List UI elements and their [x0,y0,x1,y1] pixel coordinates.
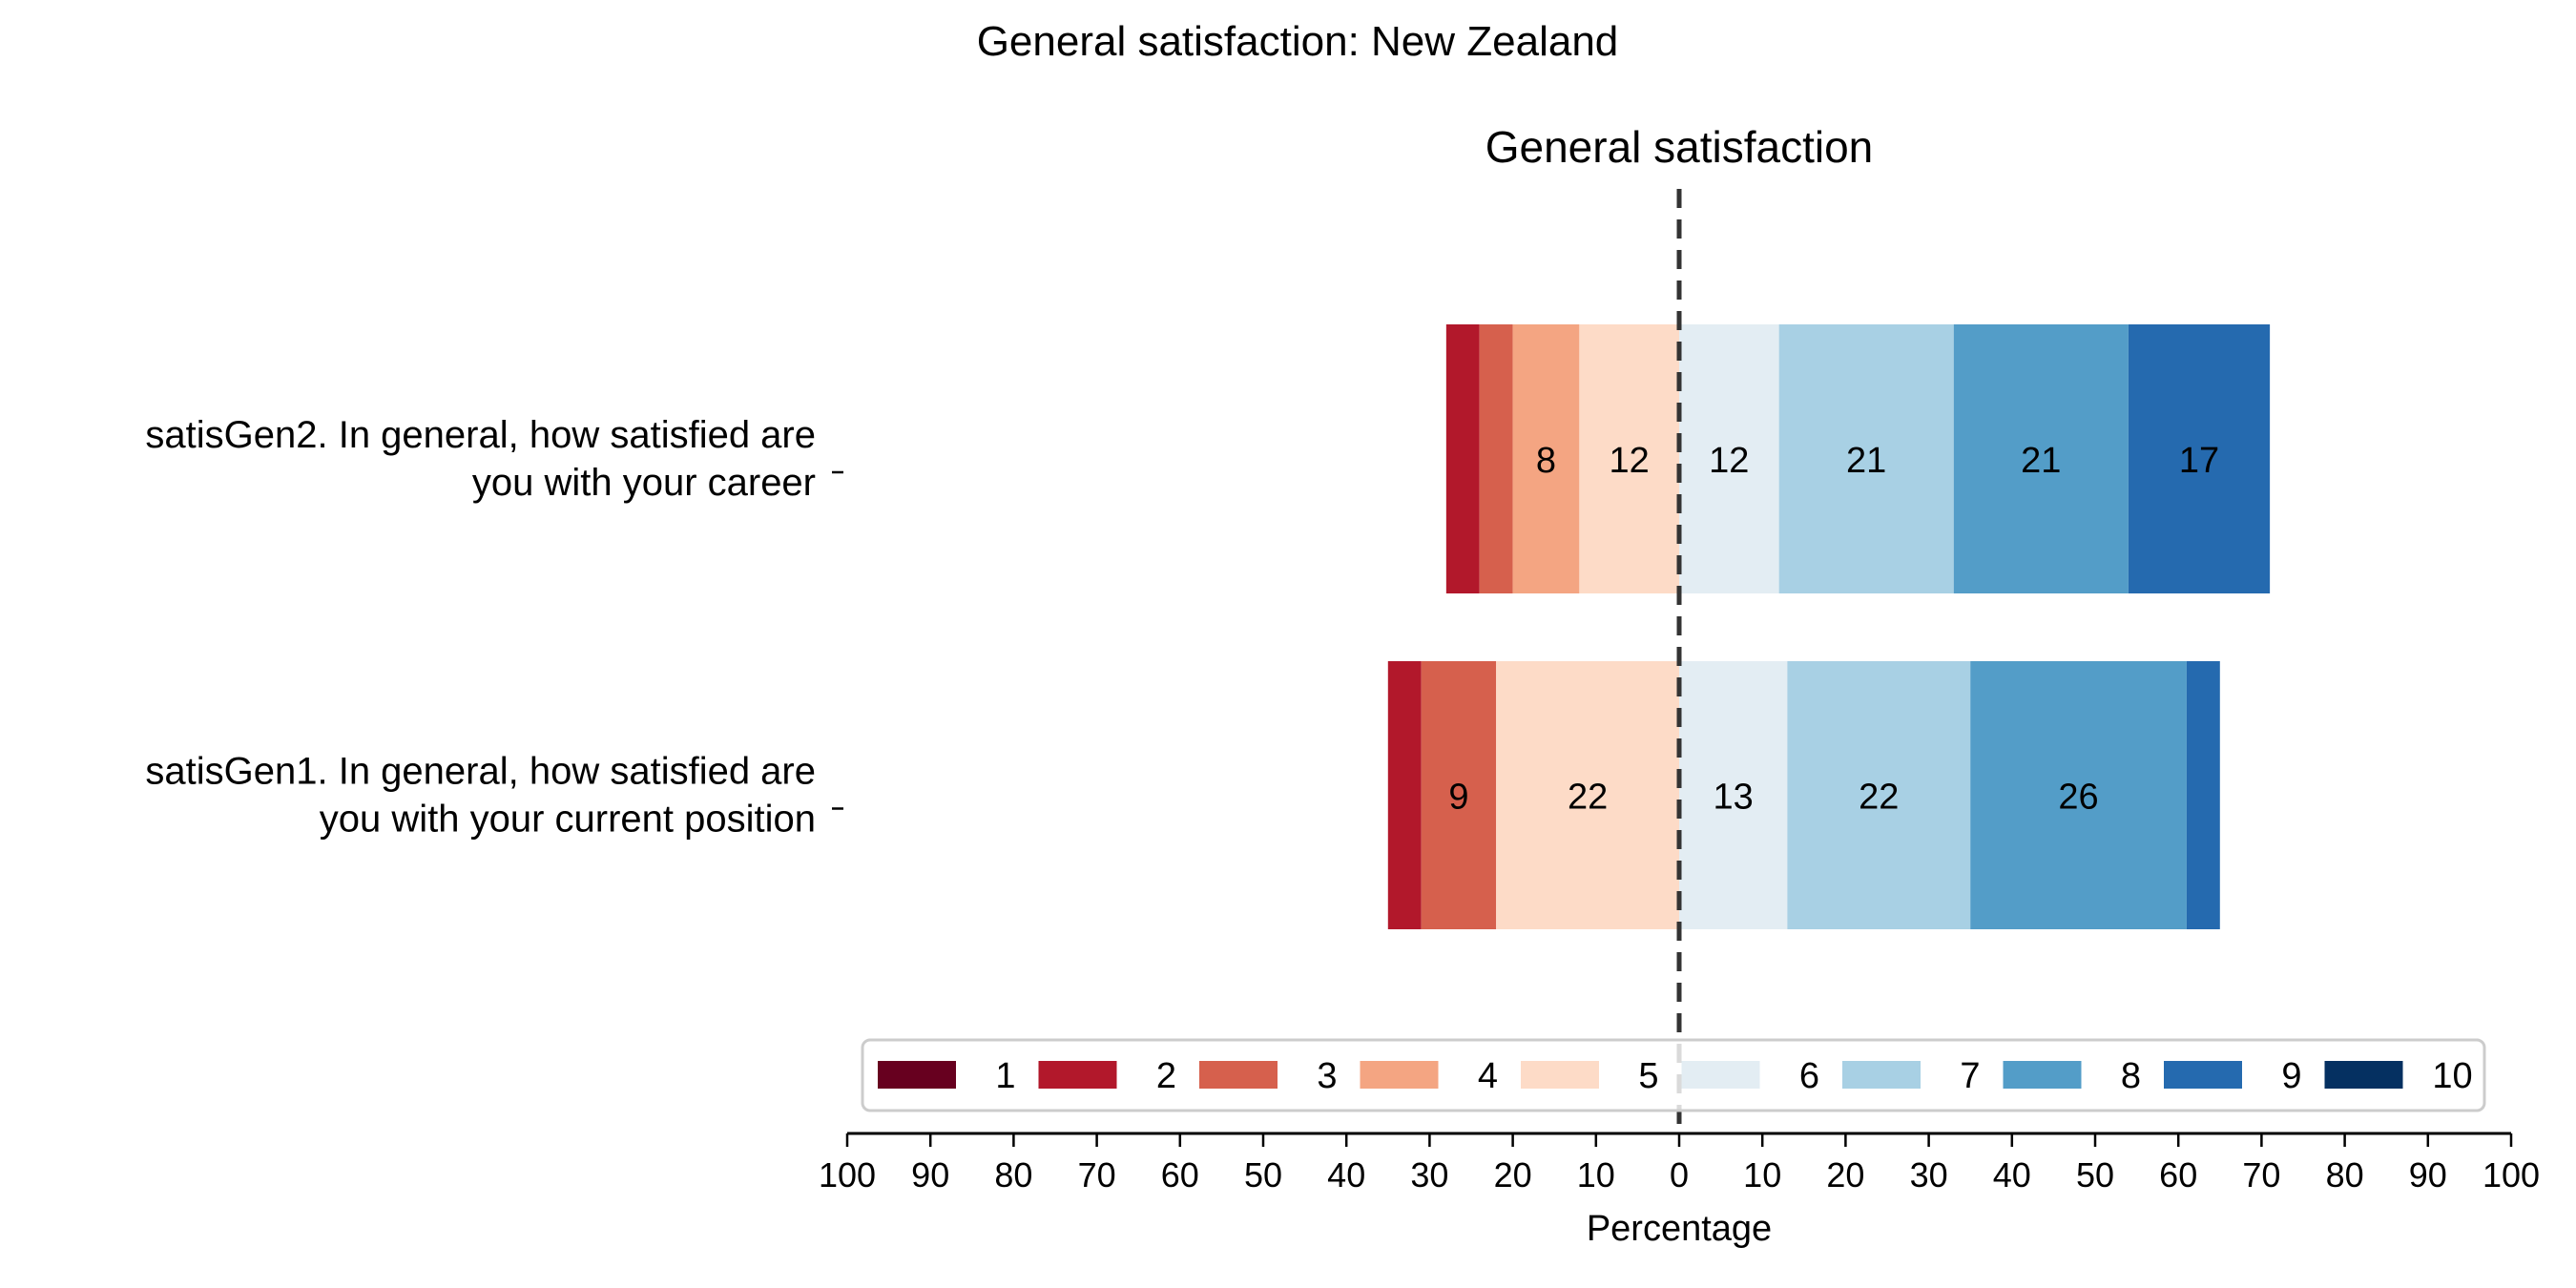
category-label: you with your current position [320,799,816,841]
x-tick-label: 90 [2409,1155,2447,1195]
x-tick-label: 70 [1078,1155,1116,1195]
x-tick-label: 40 [1327,1155,1365,1195]
x-tick-label: 60 [1161,1155,1199,1195]
bar-value-label: 21 [1846,441,1886,481]
legend-swatch-10 [2324,1061,2403,1089]
legend-swatch-6 [1681,1061,1760,1089]
legend-label-7: 7 [1960,1056,1980,1096]
x-tick-label: 90 [911,1155,949,1195]
x-tick-label: 60 [2159,1155,2197,1195]
bar-segment-1-level-8 [1953,324,2129,593]
legend-label-10: 10 [2432,1056,2472,1096]
bar-segment-2-level-5 [1496,661,1679,929]
bar-value-label: 22 [1859,778,1899,818]
bar-value-label: 22 [1568,778,1608,818]
x-tick-label: 50 [1244,1155,1282,1195]
category-label: satisGen2. In general, how satisfied are [145,414,816,456]
legend-swatch-9 [2164,1061,2242,1089]
x-axis: 100 90 80 70 60 50 40 30 20 10 0 10 20 30 40 50 60 70 80 90… [819,1132,2540,1195]
legend-swatch-7 [1842,1061,1921,1089]
x-tick-label: 50 [2076,1155,2114,1195]
bar-segment-2-level-7 [1787,661,1971,929]
x-tick-label: 20 [1826,1155,1864,1195]
bar-value-label: 26 [2058,778,2098,818]
x-tick-label: 70 [2242,1155,2280,1195]
bar-value-label: 17 [2179,441,2219,481]
bar-segment-1-level-6 [1679,324,1779,593]
chart-title: General satisfaction: New Zealand [977,18,1619,65]
category-label: satisGen1. In general, how satisfied are [145,751,816,793]
legend-swatch-2 [1038,1061,1117,1089]
x-tick-label: 80 [2326,1155,2364,1195]
bar-value-label: 12 [1709,441,1749,481]
legend-swatch-4 [1360,1061,1439,1089]
legend-label-2: 2 [1156,1056,1176,1096]
x-tick-label: 100 [2483,1155,2540,1195]
legend-label-5: 5 [1638,1056,1658,1096]
category-labels: satisGen2. In general, how satisfied are… [145,414,843,841]
x-tick-label: 30 [1410,1155,1448,1195]
legend-label-9: 9 [2281,1056,2301,1096]
x-tick-label: 10 [1577,1155,1615,1195]
legend-label-3: 3 [1317,1056,1337,1096]
bar-segment-2-level-2 [1387,661,1422,929]
legend-box [861,1038,2486,1112]
legend-label-4: 4 [1478,1056,1498,1096]
bar-segment-1-level-3 [1479,324,1513,593]
bar-segment-1-level-5 [1579,324,1679,593]
bar-segment-2-level-3 [1421,661,1497,929]
bar-value-label: 9 [1448,778,1468,818]
bar-value-label: 8 [1536,441,1556,481]
x-tick-label: 0 [1670,1155,1689,1195]
bar-segment-2-level-9 [2186,661,2220,929]
x-tick-label: 10 [1743,1155,1781,1195]
legend-label-8: 8 [2121,1056,2141,1096]
bar-segment-1-level-2 [1445,324,1480,593]
legend-swatch-8 [2003,1061,2082,1089]
legend-label-1: 1 [995,1056,1015,1096]
bar-segment-2-level-8 [1970,661,2187,929]
legend-swatch-3 [1199,1061,1278,1089]
x-tick-label: 40 [1993,1155,2031,1195]
chart-subtitle: General satisfaction [1485,122,1874,172]
bar-value-label: 13 [1714,778,1754,818]
x-tick-label: 80 [994,1155,1032,1195]
bar-segment-2-level-6 [1679,661,1788,929]
legend-swatch-1 [878,1061,956,1089]
bars [1387,324,2271,929]
legend: 1 2 3 4 5 6 7 8 9 10 [861,1038,2486,1112]
x-axis-label: Percentage [1587,1209,1772,1249]
x-tick-label: 100 [819,1155,876,1195]
bar-labels: 8 12 12 21 21 17 9 22 13 22 26 [1448,441,2219,818]
legend-swatch-5 [1521,1061,1599,1089]
legend-label-6: 6 [1799,1056,1819,1096]
bar-segment-1-level-7 [1778,324,1954,593]
bar-value-label: 12 [1610,441,1650,481]
category-label: you with your career [472,462,816,504]
bar-segment-1-level-4 [1512,324,1580,593]
bar-value-label: 21 [2021,441,2061,481]
x-tick-label: 30 [1910,1155,1948,1195]
bar-segment-1-level-9 [2128,324,2271,593]
x-tick-label: 20 [1494,1155,1532,1195]
